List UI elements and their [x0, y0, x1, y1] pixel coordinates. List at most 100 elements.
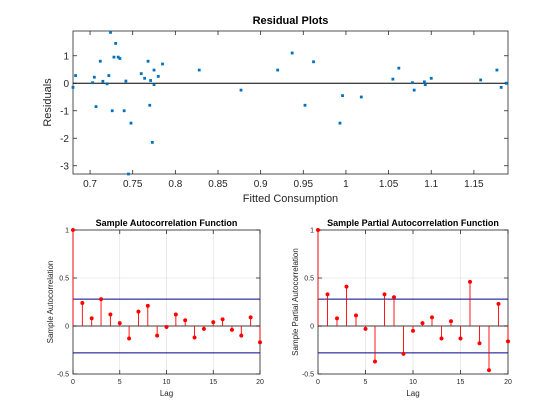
chart-title: Residual Plots	[253, 15, 329, 27]
chart-title: Sample Autocorrelation Function	[96, 218, 238, 228]
x-tick-label: 5	[364, 379, 368, 386]
x-tick-label: 20	[504, 379, 512, 386]
y-tick-label: -2	[60, 134, 69, 145]
x-tick-label: 0	[316, 379, 320, 386]
stem-marker	[117, 321, 122, 326]
x-tick-label: 0.95	[294, 179, 314, 190]
scatter-point	[146, 59, 150, 63]
scatter-point	[504, 81, 508, 85]
scatter-point	[152, 83, 156, 87]
stem-marker	[353, 313, 359, 318]
scatter-point	[290, 51, 294, 55]
scatter-point	[423, 83, 427, 87]
scatter-point	[499, 85, 503, 89]
x-tick-label: 10	[409, 379, 417, 386]
scatter-point	[148, 103, 152, 107]
x-axis-label: Lag	[406, 389, 419, 398]
stem-marker	[127, 336, 132, 341]
scatter-point	[412, 88, 416, 92]
scatter-point	[143, 76, 147, 80]
y-tick-label: 0.5	[59, 275, 69, 282]
stem-marker	[220, 317, 225, 322]
stem-marker	[458, 336, 463, 341]
scatter-point	[239, 88, 243, 92]
stem-marker	[334, 316, 340, 321]
scatter-point	[411, 81, 414, 85]
stem-marker	[164, 324, 169, 330]
scatter-point	[116, 55, 120, 59]
stem-marker	[89, 316, 94, 321]
y-tick-label: 0	[65, 323, 69, 330]
scatter-point	[359, 95, 363, 99]
scatter-point	[312, 60, 315, 64]
x-tick-label: 15	[457, 379, 465, 386]
stem-marker	[486, 368, 492, 373]
scatter-point	[303, 103, 307, 107]
stem-marker	[363, 326, 368, 331]
scatter-point	[105, 82, 109, 86]
y-tick-label: 1	[310, 227, 314, 234]
stem-marker	[391, 295, 397, 300]
stem-marker	[496, 301, 501, 306]
scatter-point	[276, 68, 280, 72]
stem-marker	[477, 341, 482, 346]
stem-marker	[448, 319, 454, 324]
residual-plot-panel: 0.7 0.75 0.8 0.85 0.9 0.95 1 1.05 1.1 1.15 -3 -2 -1 0…	[42, 15, 509, 205]
scatter-point	[152, 68, 156, 72]
x-tick-label: 1.15	[464, 179, 484, 190]
scatter-point	[124, 79, 128, 83]
stem-marker	[192, 335, 197, 340]
x-tick-label: 0	[71, 379, 75, 386]
stem-marker	[429, 315, 435, 320]
scatter-point	[109, 30, 112, 34]
stem-marker	[382, 292, 387, 297]
x-tick-label: 5	[118, 379, 122, 386]
scatter-point	[98, 59, 102, 63]
x-axis-label: Lag	[160, 389, 173, 398]
scatter-point	[92, 75, 96, 79]
stem-marker	[467, 279, 473, 284]
scatter-point	[161, 62, 164, 66]
stem-marker	[315, 227, 321, 233]
stem-marker	[257, 340, 263, 345]
scatter-point	[94, 105, 98, 109]
y-tick-label: 1	[65, 227, 69, 234]
scatter-point	[338, 121, 342, 125]
y-tick-label: -1	[60, 106, 69, 117]
x-tick-label: 15	[209, 379, 217, 386]
scatter-point	[118, 57, 122, 60]
stem-marker	[80, 300, 85, 306]
scatter-point	[114, 41, 118, 45]
y-axis-label: Sample Autocorrelation	[46, 261, 55, 344]
stem-marker	[99, 297, 104, 302]
stem-marker	[248, 315, 253, 320]
stem-marker	[173, 312, 178, 317]
scatter-point	[156, 74, 160, 78]
stem-marker	[505, 339, 511, 344]
scatter-point	[112, 55, 116, 59]
stem-marker	[70, 227, 76, 233]
y-tick-label: -0.5	[302, 371, 314, 378]
stem-marker	[229, 327, 234, 332]
stem-marker	[155, 333, 160, 338]
y-tick-label: -3	[60, 161, 69, 172]
stem-marker	[201, 326, 206, 331]
scatter-point	[429, 76, 433, 80]
scatter-point	[397, 66, 401, 70]
y-tick-label: 0.5	[304, 275, 314, 282]
scatter-point	[495, 68, 499, 72]
scatter-point	[139, 72, 143, 76]
stem-marker	[325, 292, 330, 297]
scatter-point	[91, 81, 95, 85]
stem-marker	[183, 318, 188, 323]
y-tick-label: 1	[63, 51, 69, 62]
stem-marker	[145, 303, 150, 308]
stem-marker	[439, 336, 444, 341]
axes-box	[72, 30, 509, 175]
x-tick-label: 0.8	[168, 179, 182, 190]
stem-marker	[344, 284, 349, 289]
scatter-point	[127, 172, 130, 176]
